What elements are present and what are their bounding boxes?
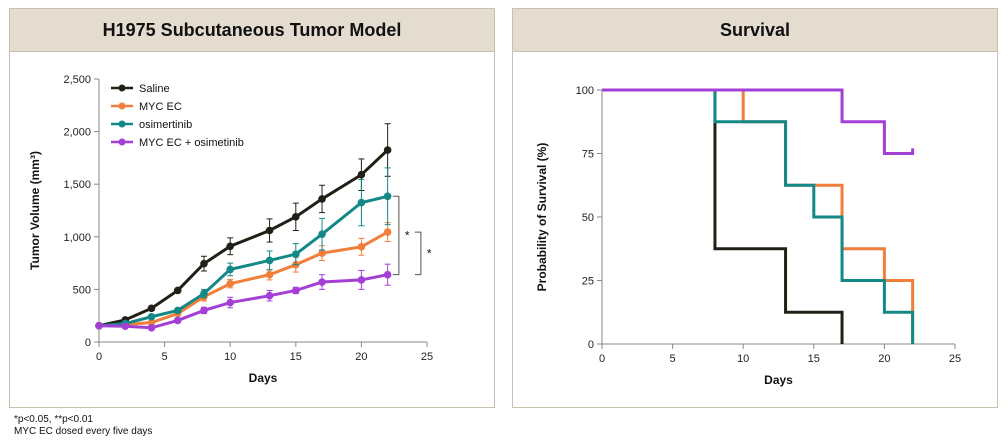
tumor-osimertinib-point bbox=[200, 289, 208, 298]
legend-myc-ec-osimetinib-label: MYC EC + osimetinib bbox=[139, 137, 244, 149]
tumor-osimertinib-point bbox=[318, 230, 326, 238]
tumor-saline-point bbox=[292, 213, 300, 221]
survival-y-tick-label: 50 bbox=[582, 212, 594, 224]
tumor-myc-ec-point bbox=[318, 249, 326, 257]
legend-osimertinib-label: osimertinib bbox=[139, 119, 192, 131]
tumor-saline-point bbox=[147, 304, 156, 313]
tumor-y-axis-label: Tumor Volume (mm³) bbox=[28, 151, 42, 270]
tumor-saline-point bbox=[265, 226, 274, 235]
tumor-chart-title: H1975 Subcutaneous Tumor Model bbox=[10, 9, 494, 52]
tumor-myc-ec-point bbox=[383, 228, 392, 236]
tumor-myc-ec-osimetinib-point bbox=[95, 321, 103, 330]
survival-x-axis-label: Days bbox=[764, 373, 793, 387]
significance-bracket bbox=[414, 231, 422, 276]
tumor-myc-ec-osimetinib-point bbox=[173, 316, 182, 325]
tumor-saline-point bbox=[226, 242, 234, 251]
survival-y-axis-label: Probability of Survival (%) bbox=[535, 143, 549, 292]
tumor-osimertinib-point bbox=[292, 250, 300, 258]
tumor-myc-ec-osimetinib-point bbox=[121, 322, 130, 331]
tumor-osimertinib-point bbox=[173, 306, 182, 315]
tumor-myc-ec-osimetinib-point bbox=[318, 278, 326, 286]
tumor-saline-point bbox=[200, 259, 208, 268]
survival-chart: 0 5 10 15 20 25 0 25 50 75 100 Days Probability of S… bbox=[535, 85, 961, 387]
survival-y-tick-label: 100 bbox=[576, 85, 594, 97]
tumor-chart: 0 5 10 15 20 25 0 500 1,000 1,500 2,000 2,500 Days Tu… bbox=[28, 74, 433, 385]
survival-x-tick-label: 10 bbox=[737, 353, 749, 365]
tumor-x-tick-label: 15 bbox=[290, 351, 302, 363]
tumor-y-tick-label: 500 bbox=[73, 284, 91, 296]
tumor-myc-ec-osimetinib-point bbox=[357, 276, 366, 284]
significance-star: * bbox=[427, 246, 432, 260]
tumor-y-tick-label: 0 bbox=[85, 337, 91, 349]
tumor-osimertinib-point bbox=[383, 192, 392, 201]
footnote-significance: *p<0.05, **p<0.01 bbox=[14, 414, 93, 425]
survival-x-tick-label: 15 bbox=[808, 353, 820, 365]
footnote-dosing: MYC EC dosed every five days bbox=[14, 426, 153, 437]
tumor-saline-point bbox=[357, 170, 366, 179]
tumor-y-tick-label: 2,000 bbox=[63, 127, 91, 139]
tumor-osimertinib-point bbox=[265, 256, 274, 265]
survival-chart-panel: Survival bbox=[512, 8, 998, 408]
survival-chart-title: Survival bbox=[513, 9, 997, 52]
significance-star: * bbox=[405, 228, 410, 242]
tumor-osimertinib-point bbox=[147, 312, 156, 321]
tumor-saline-point bbox=[383, 146, 392, 154]
tumor-osimertinib-line bbox=[98, 194, 388, 328]
tumor-x-tick-label: 20 bbox=[355, 351, 367, 363]
tumor-y-tick-label: 2,500 bbox=[63, 74, 91, 86]
survival-x-tick-label: 25 bbox=[949, 353, 961, 365]
tumor-x-tick-label: 5 bbox=[162, 351, 168, 363]
tumor-saline-point bbox=[173, 286, 182, 295]
tumor-y-tick-label: 1,500 bbox=[63, 179, 91, 191]
tumor-myc-ec-point bbox=[265, 270, 274, 279]
tumor-x-tick-label: 0 bbox=[96, 351, 102, 363]
survival-myc-ec-osimetinib-line bbox=[602, 88, 915, 155]
survival-y-tick-label: 25 bbox=[582, 276, 594, 288]
survival-x-tick-label: 0 bbox=[599, 353, 605, 365]
tumor-myc-ec-point bbox=[226, 279, 234, 288]
survival-x-tick-label: 20 bbox=[878, 353, 890, 365]
tumor-myc-ec-osimetinib-point bbox=[147, 323, 156, 332]
survival-saline-line bbox=[602, 88, 844, 344]
tumor-x-tick-label: 25 bbox=[421, 351, 433, 363]
legend-myc-ec-marker bbox=[118, 102, 126, 110]
tumor-myc-ec-point bbox=[147, 318, 156, 327]
tumor-x-tick-label: 10 bbox=[224, 351, 236, 363]
legend-myc-ec-osimetinib-marker bbox=[118, 138, 126, 146]
tumor-saline-point bbox=[318, 195, 326, 203]
legend-saline-label: Saline bbox=[139, 83, 170, 95]
survival-myc-ec-line bbox=[602, 88, 915, 344]
significance-bracket bbox=[392, 195, 400, 276]
tumor-y-tick-label: 1,000 bbox=[63, 232, 91, 244]
tumor-myc-ec-osimetinib-point bbox=[200, 306, 208, 315]
survival-y-tick-label: 75 bbox=[582, 149, 594, 161]
tumor-osimertinib-point bbox=[226, 265, 234, 274]
survival-x-tick-label: 5 bbox=[670, 353, 676, 365]
legend-osimertinib-marker bbox=[118, 120, 126, 128]
survival-y-tick-label: 0 bbox=[588, 339, 594, 351]
survival-osimertinib-line bbox=[602, 88, 915, 344]
tumor-osimertinib-point bbox=[357, 198, 366, 207]
tumor-x-axis-label: Days bbox=[249, 371, 278, 385]
legend-myc-ec-label: MYC EC bbox=[139, 101, 182, 113]
legend-saline-marker bbox=[118, 84, 126, 92]
tumor-chart-panel: H1975 Subcutaneous Tumor Model bbox=[9, 8, 495, 408]
tumor-myc-ec-osimetinib-point bbox=[383, 270, 392, 279]
tumor-myc-ec-osimetinib-point bbox=[226, 298, 234, 307]
tumor-myc-ec-point bbox=[357, 242, 366, 251]
tumor-myc-ec-osimetinib-point bbox=[292, 286, 300, 295]
tumor-myc-ec-osimetinib-point bbox=[265, 291, 274, 300]
